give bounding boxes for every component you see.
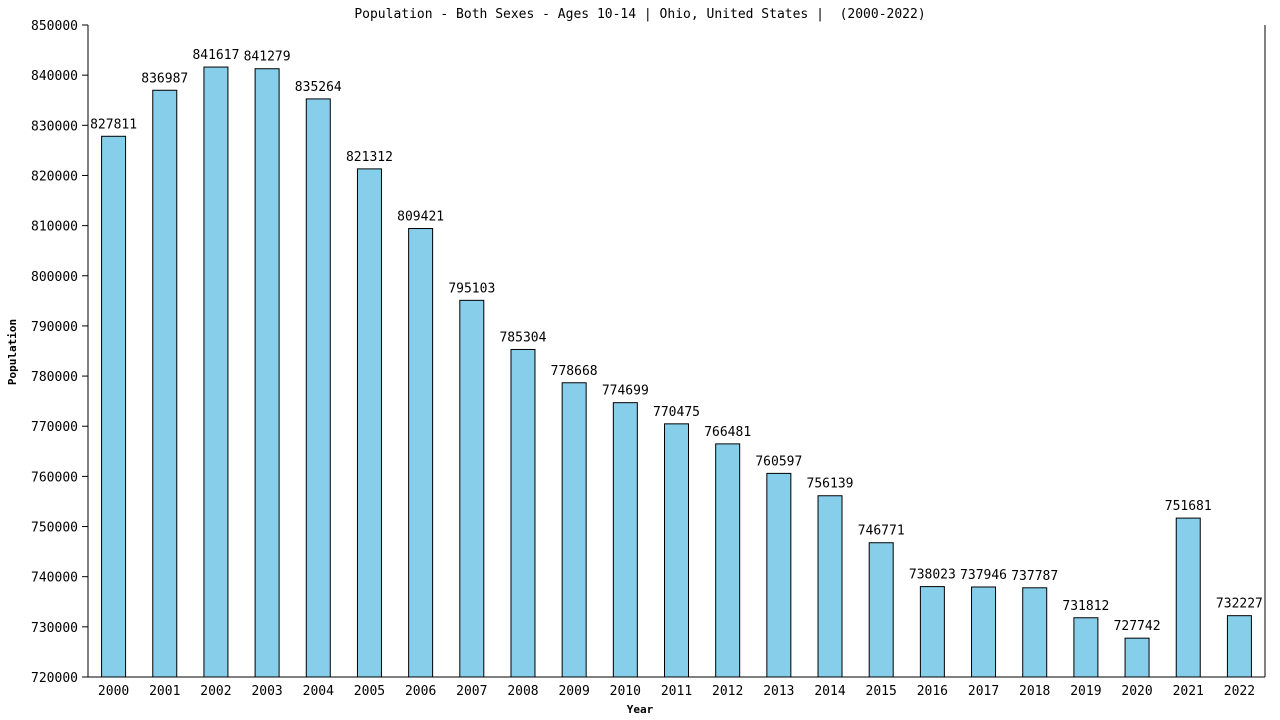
y-tick-label: 810000 <box>31 220 78 235</box>
x-tick-label: 2018 <box>1019 684 1050 699</box>
y-tick-label: 780000 <box>31 370 78 385</box>
bar <box>408 228 434 678</box>
bar <box>1073 617 1099 678</box>
y-tick-label: 790000 <box>31 320 78 335</box>
x-tick-label: 2015 <box>866 684 897 699</box>
y-tick-label: 770000 <box>31 420 78 435</box>
bar <box>1022 587 1048 678</box>
bar <box>1226 615 1252 678</box>
bar <box>510 348 536 678</box>
data-label: 785304 <box>499 330 546 345</box>
y-tick-label: 720000 <box>31 671 78 686</box>
bar <box>305 98 331 678</box>
data-label: 774699 <box>602 384 649 399</box>
y-tick-label: 840000 <box>31 69 78 84</box>
data-label: 778668 <box>551 364 598 379</box>
x-tick-label: 2004 <box>303 684 334 699</box>
x-tick-label: 2007 <box>456 684 487 699</box>
data-label: 732227 <box>1216 597 1263 612</box>
x-tick-label: 2017 <box>968 684 999 699</box>
x-tick-label: 2011 <box>661 684 692 699</box>
bar <box>561 382 587 678</box>
data-label: 809421 <box>397 210 444 225</box>
y-tick-label: 740000 <box>31 571 78 586</box>
x-tick-label: 2002 <box>200 684 231 699</box>
bar <box>1175 517 1201 678</box>
y-tick-label: 850000 <box>31 19 78 34</box>
x-tick-label: 2020 <box>1121 684 1152 699</box>
x-tick-label: 2013 <box>763 684 794 699</box>
x-tick-label: 2001 <box>149 684 180 699</box>
x-tick-label: 2021 <box>1173 684 1204 699</box>
bar <box>919 586 945 678</box>
x-tick-label: 2022 <box>1224 684 1255 699</box>
x-tick-label: 2000 <box>98 684 129 699</box>
data-label: 836987 <box>141 71 188 86</box>
bar <box>715 443 741 678</box>
bar <box>101 135 127 678</box>
data-label: 835264 <box>295 80 342 95</box>
data-label: 738023 <box>909 568 956 583</box>
data-label: 737946 <box>960 568 1007 583</box>
data-label: 751681 <box>1165 499 1212 514</box>
data-label: 756139 <box>807 477 854 492</box>
y-tick-label: 800000 <box>31 270 78 285</box>
y-tick-label: 730000 <box>31 621 78 636</box>
bar <box>356 168 382 678</box>
data-label: 746771 <box>858 524 905 539</box>
y-tick-label: 750000 <box>31 521 78 536</box>
data-label: 821312 <box>346 150 393 165</box>
x-tick-label: 2016 <box>917 684 948 699</box>
data-label: 766481 <box>704 425 751 440</box>
bar <box>254 68 280 678</box>
bar <box>203 66 229 678</box>
x-tick-label: 2014 <box>814 684 845 699</box>
data-label: 841617 <box>192 48 239 63</box>
y-tick-label: 820000 <box>31 169 78 184</box>
x-tick-label: 2006 <box>405 684 436 699</box>
x-axis-label: Year <box>627 703 654 716</box>
x-tick-label: 2010 <box>610 684 641 699</box>
bar <box>612 402 638 678</box>
x-tick-label: 2019 <box>1070 684 1101 699</box>
data-label: 727742 <box>1114 619 1161 634</box>
bar <box>766 472 792 678</box>
bar <box>1124 637 1150 678</box>
x-tick-label: 2008 <box>507 684 538 699</box>
y-tick-label: 760000 <box>31 470 78 485</box>
x-tick-label: 2005 <box>354 684 385 699</box>
y-tick-label: 830000 <box>31 119 78 134</box>
data-label: 760597 <box>755 454 802 469</box>
chart-title: Population - Both Sexes - Ages 10-14 | O… <box>354 7 925 22</box>
bar <box>868 542 894 678</box>
y-axis-label: Population <box>6 319 19 385</box>
x-tick-label: 2003 <box>251 684 282 699</box>
data-label: 737787 <box>1011 569 1058 584</box>
data-label: 770475 <box>653 405 700 420</box>
bar <box>971 586 997 678</box>
x-tick-label: 2009 <box>558 684 589 699</box>
data-label: 827811 <box>90 117 137 132</box>
bar <box>664 423 689 678</box>
bar <box>459 299 485 678</box>
bar <box>152 89 178 678</box>
x-tick-label: 2012 <box>712 684 743 699</box>
data-label: 795103 <box>448 281 495 296</box>
data-label: 731812 <box>1062 599 1109 614</box>
bar <box>817 495 843 678</box>
data-label: 841279 <box>244 50 291 65</box>
